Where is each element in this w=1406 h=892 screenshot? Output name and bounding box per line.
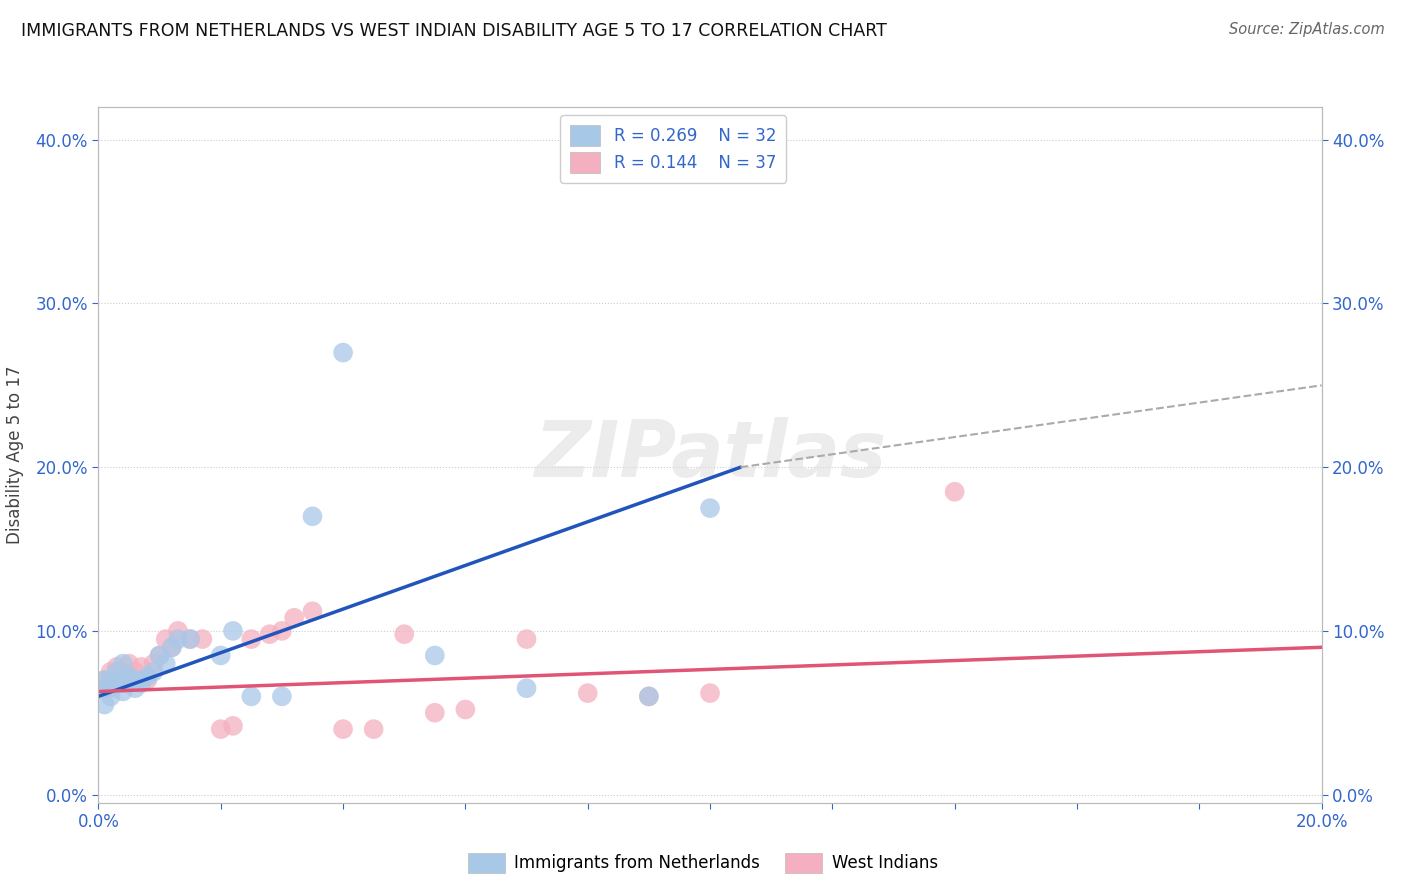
Point [392,627,416,641]
Point [142,657,165,671]
Y-axis label: Disability Age 5 to 17: Disability Age 5 to 17 [7,366,24,544]
Point [209,722,232,736]
Point [699,686,721,700]
Point [93,698,115,712]
Point [111,684,134,698]
Point [179,632,201,646]
Point [93,681,115,696]
Point [105,665,128,679]
Point [301,604,323,618]
Point [149,648,172,663]
Point [93,681,115,696]
Point [118,670,141,684]
Point [111,657,134,671]
Legend: R = 0.269    N = 32, R = 0.144    N = 37: R = 0.269 N = 32, R = 0.144 N = 37 [561,115,786,183]
Point [222,719,245,733]
Point [111,665,134,679]
Point [124,665,146,679]
Point [124,673,146,687]
Text: Source: ZipAtlas.com: Source: ZipAtlas.com [1229,22,1385,37]
Point [332,722,354,736]
Point [259,627,281,641]
Point [118,676,141,690]
Point [191,632,214,646]
Point [301,509,323,524]
Point [637,690,661,704]
Point [240,632,263,646]
Point [105,660,128,674]
Point [363,722,385,736]
Point [124,681,146,696]
Point [637,690,661,704]
Point [160,640,183,655]
Point [111,676,134,690]
Point [699,501,721,516]
Point [167,632,190,646]
Point [118,657,141,671]
Point [100,676,122,690]
Point [283,611,305,625]
Point [100,690,122,704]
Point [516,681,538,696]
Point [454,702,477,716]
Point [155,632,177,646]
Point [100,665,122,679]
Point [423,706,446,720]
Point [149,648,172,663]
Point [167,624,190,638]
Point [240,690,263,704]
Point [179,632,201,646]
Point [100,681,122,696]
Point [129,676,152,690]
Point [576,686,599,700]
Legend: Immigrants from Netherlands, West Indians: Immigrants from Netherlands, West Indian… [461,847,945,880]
Point [516,632,538,646]
Point [93,673,115,687]
Point [155,657,177,671]
Point [136,673,159,687]
Point [93,673,115,687]
Point [423,648,446,663]
Point [136,670,159,684]
Point [129,660,152,674]
Point [332,345,354,359]
Point [270,690,292,704]
Point [100,673,122,687]
Point [118,670,141,684]
Text: IMMIGRANTS FROM NETHERLANDS VS WEST INDIAN DISABILITY AGE 5 TO 17 CORRELATION CH: IMMIGRANTS FROM NETHERLANDS VS WEST INDI… [21,22,887,40]
Point [270,624,292,638]
Point [943,484,966,499]
Point [222,624,245,638]
Point [142,665,165,679]
Point [209,648,232,663]
Point [160,640,183,655]
Point [105,676,128,690]
Point [105,670,128,684]
Text: ZIPatlas: ZIPatlas [534,417,886,493]
